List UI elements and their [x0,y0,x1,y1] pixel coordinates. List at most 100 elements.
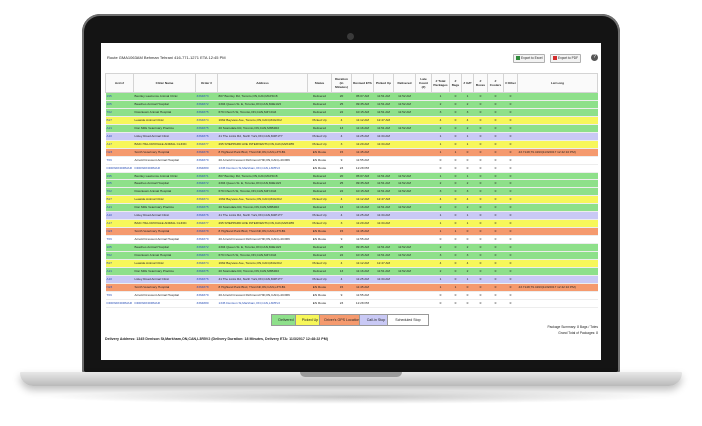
help-icon[interactable]: ? [591,54,598,61]
cell-picked [373,299,394,308]
cell-coolers: 0 [487,211,504,221]
column-header[interactable]: # Boxes [473,73,488,93]
table-row[interactable]: A10 Lisley Road Animal Clinic 3364876 41 Th… [105,211,598,221]
cell-acct: N23 [105,148,134,157]
column-header[interactable]: Late Count (#) [415,73,432,93]
column-header[interactable]: # G/P [461,73,474,93]
column-header[interactable]: Duration (in Minutes) [331,73,352,93]
cell-late [415,187,432,197]
export-pdf-button[interactable]: Export to PDF [550,54,582,63]
cell-status: Delivered [307,251,332,261]
column-header[interactable]: # Bags [449,73,462,93]
table-row[interactable]: A17 BAIC HILLCROVALE ANIMAL CLINIC 3364877… [105,140,598,149]
cell-acct: 195 [105,92,134,101]
cell-delivered [393,291,416,300]
cell-status: Picked Up [307,116,332,125]
cell-order: 3364880 [195,164,218,173]
column-header[interactable]: # Coolers [487,73,504,93]
cell-duration: 4 [331,275,352,284]
column-header[interactable]: # Total Packages [431,73,450,93]
table-row[interactable]: B27 Leaside Animal Clinic 3364874 1662 Bayv… [105,116,598,125]
cell-eta: 11:12 AM [351,195,374,205]
cell-late [415,116,432,125]
table-row[interactable]: A21 Don Mills Veterinary Practice 3364875 2… [105,124,598,133]
column-header[interactable]: Status [307,73,332,93]
cell-address: 41 The Links Rd, North York,ON,CAN,M2P1T… [217,211,308,221]
column-header[interactable]: Clinic Name [133,73,196,93]
cell-bags: 0 [449,172,462,181]
legend-scheduled: Scheduled Stop [387,314,429,326]
table-row[interactable]: T09 Arnold Crescent Animal Hospital 336487… [105,291,598,300]
cell-order: 3364879 [195,235,218,245]
cell-boxes: 0 [473,187,488,197]
column-header[interactable]: Lat Long [517,73,598,93]
cell-coolers: 0 [487,108,504,117]
cell-total: 1 [431,283,450,292]
table-row[interactable]: T02 Downtown Animal Hospital 3364873 679 Ch… [105,251,598,261]
table-row[interactable]: N23 Smith Veterinary Hospital 3364878 8 Hig… [105,227,598,237]
table-row[interactable]: A21 Don Mills Veterinary Practice 3364875 2… [105,267,598,276]
cell-address: 1345 Denison St,Markham,ON,CAN,L3R5V2 [217,164,308,173]
column-header[interactable]: Address [217,73,308,93]
cell-eta: 11:45 AM [351,227,374,237]
cell-acct: 105 [105,179,134,189]
cell-bags: 0 [449,132,462,141]
cell-delivered: 11:52 AM [393,124,416,133]
cell-coolers: 0 [487,148,504,157]
cell-total: 0 [431,291,450,300]
cell-boxes: 0 [473,156,488,165]
table-row[interactable]: DDDWDNDRMAR DDDWDNDRMAR 3364880 1345 Deniso… [105,164,598,173]
table-row[interactable]: T02 Downtown Animal Hospital 3364875 679 Ch… [105,108,598,117]
column-header[interactable]: Order # [195,73,218,93]
cell-address: 20 Arnold Crescent Richmond Hill,ON,CAN,… [217,235,308,245]
table-row[interactable]: T09 Arnold Crescent Animal Hospital 336487… [105,235,598,245]
cell-acct: A17 [105,219,134,229]
cell-acct: T02 [105,108,134,117]
cell-duration: 4 [331,211,352,221]
cell-picked [373,283,394,292]
laptop-shadow [40,390,662,404]
column-header[interactable]: Revised ETA [351,73,374,93]
table-row[interactable]: B27 Leaside Animal Clinic 3364874 1662 Bayv… [105,195,598,205]
cell-other: 0 [503,92,518,101]
cell-acct: B27 [105,116,134,125]
table-row[interactable]: A21 Don Mills Veterinary Practice 3364875 2… [105,203,598,213]
export-excel-button[interactable]: Export to Excel [513,54,546,63]
column-header[interactable]: Delivered [393,73,416,93]
table-row[interactable]: T02 Downtown Animal Hospital 3364873 679 Ch… [105,187,598,197]
cell-clinic: Beaches Animal Hospital [133,100,196,109]
cell-picked: 11:34 AM [373,140,394,149]
column-header[interactable]: # Other [503,73,518,93]
cell-clinic: Bentley Lawrence Animal Clinic [133,92,196,101]
table-row[interactable]: A17 BAIC HILLCROVALE ANIMAL CLINIC 3364877… [105,219,598,229]
table-row[interactable]: 195 Bentley Lawrence Animal Clinic 3364873… [105,92,598,101]
cell-gp: 1 [461,132,474,141]
table-row[interactable]: A10 Lisley Road Animal Clinic 3364876 41 Th… [105,132,598,141]
table-row[interactable]: 195 Bentley Lawrence Animal Clinic 3364871… [105,172,598,181]
cell-delivered [393,219,416,229]
cell-order: 3364879 [195,291,218,300]
cell-gp: 1 [461,92,474,101]
table-row[interactable]: 105 Beaches Animal Hospital 3364872 2304 Qu… [105,243,598,253]
cell-boxes: 0 [473,275,488,284]
cell-order: 3364874 [195,195,218,205]
cell-bags: 1 [449,227,462,237]
route-stops-table: Acct.# Clinic Name Order # Address Status Dur… [105,73,598,308]
column-header[interactable]: Picked Up [373,73,394,93]
table-row[interactable]: B27 Leaside Animal Clinic 3364874 1662 Bayv… [105,259,598,268]
table-row[interactable]: N23 Smith Veterinary Hospital 3364878 8 Hig… [105,148,598,157]
cell-bags: 0 [449,100,462,109]
column-header[interactable]: Acct.# [105,73,134,93]
table-row[interactable]: T09 Arnold Crescent Animal Hospital 336487… [105,156,598,165]
table-row[interactable]: N23 Smith Veterinary Hospital 3364878 8 Hig… [105,283,598,292]
cell-status: EN Route [307,156,332,165]
cell-gp: 1 [461,219,474,229]
table-row[interactable]: 105 Beaches Animal Hospital 3364872 2304 Qu… [105,100,598,109]
table-row[interactable]: A10 Lisley Road Animal Clinic 3364876 41 Th… [105,275,598,284]
cell-late [415,124,432,133]
table-row[interactable]: 105 Beaches Animal Hospital 3364872 2304 Qu… [105,179,598,189]
cell-late [415,291,432,300]
cell-status: Delivered [307,172,332,181]
table-row[interactable]: DDDWDNDRMAR DDDWDNDRMAR 3364880 1345 Deniso… [105,299,598,308]
cell-picked: 11:34 AM [373,132,394,141]
